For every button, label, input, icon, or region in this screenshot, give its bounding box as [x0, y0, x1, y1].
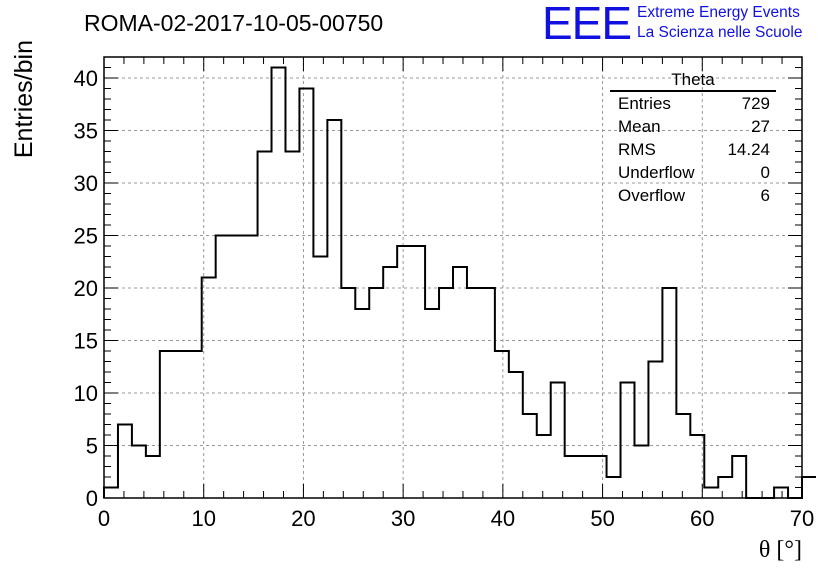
y-tick-label: 15 — [74, 329, 98, 354]
histogram-bar — [132, 446, 146, 499]
y-tick-label: 5 — [86, 434, 98, 459]
histogram-bar — [537, 435, 551, 498]
x-tick-label: 20 — [291, 506, 315, 531]
histogram-bar — [327, 120, 341, 498]
stats-row-overflow: Overflow 6 — [610, 184, 776, 207]
x-tick-label: 70 — [790, 506, 814, 531]
histogram-bar — [425, 309, 439, 498]
histogram-bar — [104, 488, 118, 499]
histogram-bar — [313, 257, 327, 499]
histogram-bar — [607, 477, 621, 498]
histogram-bar — [523, 414, 537, 498]
stats-row-mean: Mean 27 — [610, 115, 776, 138]
x-tick-label: 30 — [391, 506, 415, 531]
histogram-bar — [146, 456, 160, 498]
histogram-bar — [718, 477, 732, 498]
histogram-bar — [272, 68, 286, 499]
histogram-bar — [453, 267, 467, 498]
histogram-bar — [188, 351, 202, 498]
histogram-bar — [551, 383, 565, 499]
y-tick-label: 10 — [74, 381, 98, 406]
stats-value: 729 — [741, 94, 770, 113]
histogram-bar — [579, 456, 593, 498]
histogram-bar — [299, 89, 313, 499]
logo-caption-line2: La Scienza nelle Scuole — [637, 24, 803, 41]
histogram-bar — [774, 488, 788, 499]
stats-box: Theta Entries 729 Mean 27 RMS 14.24 Unde… — [610, 70, 776, 207]
histogram-bar — [230, 236, 244, 499]
y-tick-label: 20 — [74, 276, 98, 301]
histogram-bar — [174, 351, 188, 498]
histogram-bar — [634, 446, 648, 499]
histogram-bar — [509, 372, 523, 498]
histogram-bar — [397, 246, 411, 498]
histogram-bar — [802, 477, 816, 498]
histogram-bar — [648, 362, 662, 499]
histogram-bar — [621, 383, 635, 499]
stats-value: 14.24 — [727, 140, 770, 159]
histogram-series-line — [103, 66, 816, 499]
stats-label: Overflow — [618, 186, 686, 205]
y-tick-label: 30 — [74, 171, 98, 196]
stats-label: Entries — [618, 94, 671, 113]
x-tick-label: 40 — [491, 506, 515, 531]
x-tick-label: 0 — [98, 506, 110, 531]
histogram-bar — [411, 246, 425, 498]
x-tick-label: 10 — [191, 506, 215, 531]
histogram-bar — [244, 236, 258, 499]
histogram-bar — [495, 351, 509, 498]
histogram-bar — [704, 488, 718, 499]
stats-value: 27 — [751, 117, 770, 136]
y-axis-label: Entries/bin — [10, 40, 38, 158]
logo-caption-line1: Extreme Energy Events — [637, 4, 800, 21]
eee-logo: EEE — [542, 0, 632, 49]
stats-row-entries: Entries 729 — [610, 92, 776, 115]
stats-label: Underflow — [618, 163, 695, 182]
histogram-bar — [258, 152, 272, 499]
y-tick-label: 0 — [86, 486, 98, 511]
histogram-bar — [732, 456, 746, 498]
x-axis-label: θ [°] — [759, 537, 802, 563]
y-tick-label: 25 — [74, 224, 98, 249]
histogram-bar — [565, 456, 579, 498]
stats-row-underflow: Underflow 0 — [610, 161, 776, 184]
stats-label: Mean — [618, 117, 661, 136]
logo-caption: Extreme Energy Events La Scienza nelle S… — [637, 3, 802, 43]
histogram-bar — [118, 425, 132, 499]
stats-title: Theta — [610, 70, 776, 92]
stats-row-rms: RMS 14.24 — [610, 138, 776, 161]
histogram-bar — [285, 152, 299, 499]
plot-title: ROMA-02-2017-10-05-00750 — [84, 10, 384, 36]
stats-value: 0 — [760, 163, 770, 182]
y-tick-label: 35 — [74, 119, 98, 144]
histogram-bar — [355, 309, 369, 498]
x-tick-label: 60 — [690, 506, 714, 531]
histogram-bar — [383, 267, 397, 498]
stats-label: RMS — [618, 140, 656, 159]
x-tick-label: 50 — [590, 506, 614, 531]
histogram-bar — [160, 351, 174, 498]
histogram-bar — [216, 236, 230, 499]
y-tick-label: 40 — [74, 66, 98, 91]
histogram-bar — [676, 414, 690, 498]
stats-value: 6 — [760, 186, 770, 205]
histogram-bar — [341, 288, 355, 498]
histogram-bar — [593, 456, 607, 498]
